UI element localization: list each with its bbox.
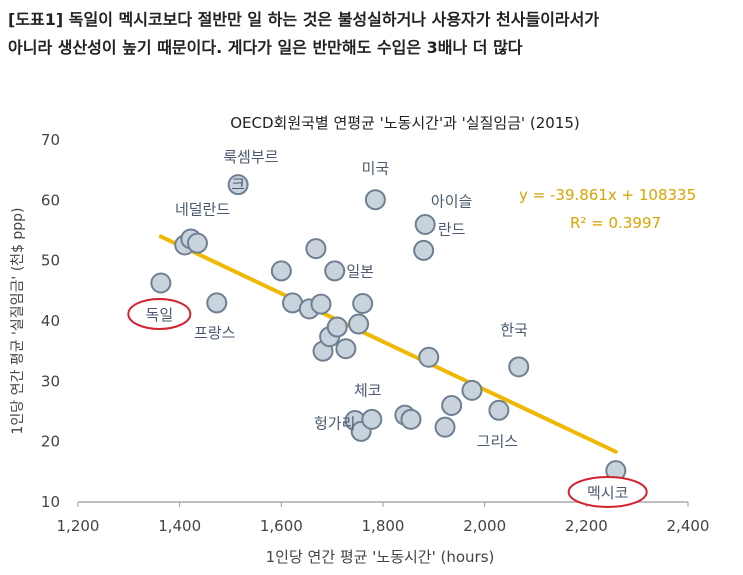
x-axis-label: 1인당 연간 평균 '노동시간' (hours) xyxy=(266,548,495,566)
trend-r2: R² = 0.3997 xyxy=(570,214,661,232)
data-point xyxy=(461,379,483,401)
heading-line-2: 아니라 생산성이 높기 때문이다. 게다가 일은 반만해도 수입은 3배나 더 … xyxy=(8,38,523,57)
y-axis-label: 1인당 연간 평균 '실질임금' (천$ ppp) xyxy=(10,207,26,434)
point-label: 란드 xyxy=(438,220,466,238)
point-label: 헝가리 xyxy=(314,415,355,433)
y-tick-label: 50 xyxy=(41,252,60,270)
x-tick-label: 1,400 xyxy=(158,517,201,535)
data-point xyxy=(324,260,346,282)
point-label: 크 xyxy=(231,176,245,194)
point-label: 일본 xyxy=(346,263,374,281)
data-point xyxy=(227,174,249,196)
x-tick-label: 1,200 xyxy=(57,517,100,535)
data-point xyxy=(305,238,327,260)
data-point xyxy=(400,408,422,430)
point-label: 독일 xyxy=(146,306,174,324)
data-point xyxy=(441,394,463,416)
y-tick-label: 60 xyxy=(41,191,60,209)
chart-title: OECD회원국별 연평균 '노동시간'과 '실질임금' (2015) xyxy=(230,114,580,132)
x-tick-label: 1,600 xyxy=(260,517,303,535)
highlight-ellipse xyxy=(567,475,648,508)
point-label: 미국 xyxy=(362,159,390,177)
data-point xyxy=(488,399,510,421)
data-point xyxy=(186,232,208,254)
y-tick-label: 40 xyxy=(41,312,60,330)
data-point xyxy=(361,408,383,430)
point-label: 그리스 xyxy=(477,433,519,451)
data-point xyxy=(270,260,292,282)
point-label: 룩셈부르 xyxy=(223,148,278,166)
point-label: 네덜란드 xyxy=(175,200,230,218)
data-point xyxy=(326,316,348,338)
heading-line-1: [도표1] 독일이 멕시코보다 절반만 일 하는 것은 불성실하거나 사용자가 … xyxy=(8,10,600,29)
data-point xyxy=(335,338,357,360)
x-tick-label: 2,400 xyxy=(667,517,710,535)
data-point xyxy=(150,272,172,294)
y-tick-label: 70 xyxy=(41,131,60,149)
data-point xyxy=(414,213,436,235)
data-point xyxy=(352,293,374,315)
point-label: 프랑스 xyxy=(194,324,236,342)
x-tick-label: 2,000 xyxy=(463,517,506,535)
data-point xyxy=(418,346,440,368)
trendline xyxy=(158,234,618,454)
y-tick-label: 10 xyxy=(41,493,60,511)
data-point xyxy=(310,293,332,315)
data-point xyxy=(364,189,386,211)
y-tick-label: 30 xyxy=(41,372,60,390)
x-tick-label: 2,200 xyxy=(565,517,608,535)
point-label: 멕시코 xyxy=(587,484,628,502)
point-label: 체코 xyxy=(354,381,382,399)
trendline-layer xyxy=(158,234,618,454)
points-layer xyxy=(150,174,627,482)
data-point xyxy=(348,313,370,335)
data-point xyxy=(508,356,530,378)
y-tick-label: 20 xyxy=(41,433,60,451)
data-point xyxy=(434,416,456,438)
point-label: 아이슬 xyxy=(431,193,472,211)
trend-equation: y = -39.861x + 108335 xyxy=(519,186,696,204)
data-point xyxy=(413,239,435,261)
axes: 1,200 1,400 1,600 1,800 2,000 2,200 2,400 10 20 3… xyxy=(41,131,710,535)
point-label: 한국 xyxy=(500,321,528,339)
highlight-ellipse xyxy=(127,297,192,330)
data-point xyxy=(206,292,228,314)
x-tick-label: 1,800 xyxy=(362,517,405,535)
heading: [도표1] 독일이 멕시코보다 절반만 일 하는 것은 불성실하거나 사용자가 … xyxy=(8,6,738,62)
